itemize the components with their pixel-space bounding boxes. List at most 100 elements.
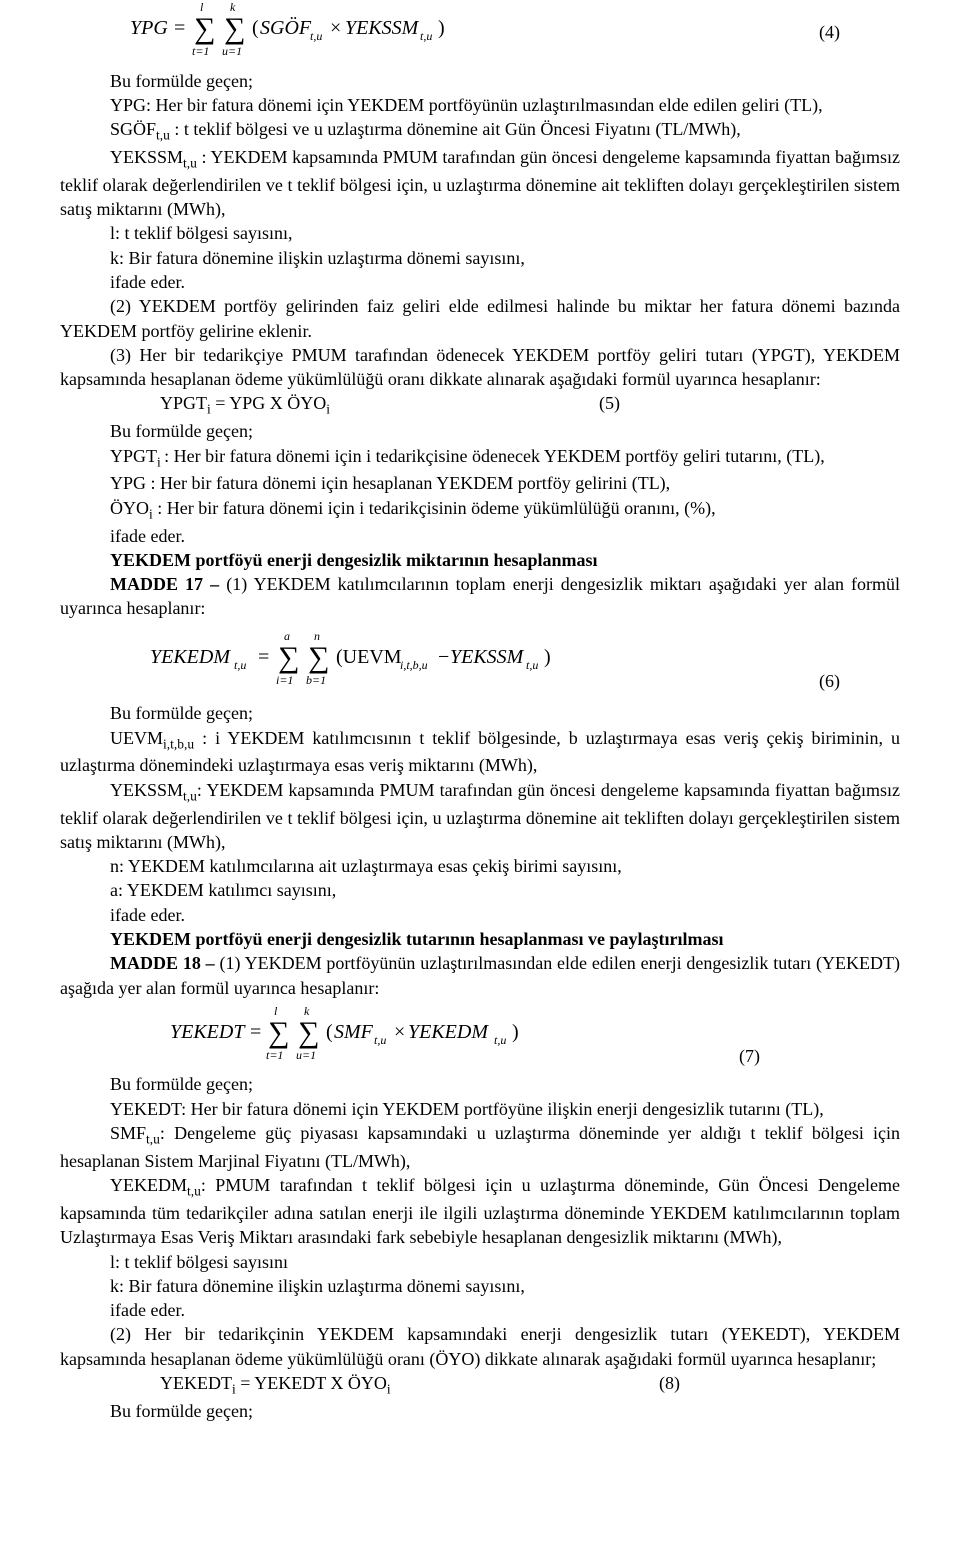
- equation-7: YEKEDT = ∑ l t=1 ∑ k u=1 ( SMF t,u × YEK…: [130, 1004, 900, 1069]
- svg-text:t=1: t=1: [266, 1048, 283, 1062]
- svg-text:b=1: b=1: [306, 673, 326, 687]
- term: SMF: [110, 1123, 146, 1143]
- svg-text:=: =: [174, 17, 185, 39]
- svg-text:k: k: [230, 0, 236, 14]
- text-line: ifade eder.: [60, 903, 900, 927]
- term: ÖYO: [110, 498, 149, 518]
- svg-text:YEKSSM: YEKSSM: [345, 17, 420, 39]
- text-line: ifade eder.: [60, 270, 900, 294]
- svg-text:YEKEDM: YEKEDM: [150, 646, 231, 668]
- svg-text:u=1: u=1: [296, 1048, 316, 1062]
- text-line: SGÖFt,u : t teklif bölgesi ve u uzlaştır…: [60, 117, 900, 145]
- subscript: i,t,b,u: [163, 736, 194, 751]
- text-line: MADDE 17 – (1) YEKDEM katılımcılarının t…: [60, 572, 900, 621]
- svg-text:): ): [438, 17, 445, 39]
- equation-7-svg: YEKEDT = ∑ l t=1 ∑ k u=1 ( SMF t,u × YEK…: [170, 1004, 570, 1069]
- madde-label: MADDE 18 –: [110, 953, 219, 973]
- svg-text:t,u: t,u: [526, 658, 538, 672]
- equation-6-number: (6): [819, 669, 900, 693]
- term: YEKEDTi = YEKEDT X ÖYOi: [110, 1371, 391, 1399]
- text-line: ÖYOi : Her bir fatura dönemi için i teda…: [60, 496, 900, 524]
- svg-text:(: (: [252, 17, 259, 39]
- text-line: Bu formülde geçen;: [60, 419, 900, 443]
- text-line: YPGTi : Her bir fatura dönemi için i ted…: [60, 444, 900, 472]
- text-line: MADDE 18 – (1) YEKDEM portföyünün uzlaşt…: [60, 951, 900, 1000]
- text-span: (3) Her bir tedarikçiye PMUM tarafından …: [60, 345, 900, 389]
- svg-text:i=1: i=1: [276, 673, 293, 687]
- svg-text:∑: ∑: [268, 1016, 289, 1049]
- subscript: t,u: [183, 788, 197, 803]
- text-line: YEKEDT: Her bir fatura dönemi için YEKDE…: [60, 1097, 900, 1121]
- svg-text:t,u: t,u: [494, 1033, 506, 1047]
- svg-text:t,u: t,u: [420, 29, 432, 43]
- text-span: : Dengeleme güç piyasası kapsamındaki u …: [60, 1123, 900, 1171]
- text-span: : Her bir fatura dönemi için i tedarikçi…: [164, 446, 825, 466]
- page: YPG = ∑ l t=1 ∑ k u=1 ( SGÖF t,u × YEKSS…: [0, 0, 960, 1543]
- svg-text:=: =: [258, 646, 269, 668]
- svg-text:t=1: t=1: [192, 44, 209, 58]
- svg-text:u=1: u=1: [222, 44, 242, 58]
- svg-text:×: ×: [394, 1021, 405, 1043]
- svg-text:(UEVM: (UEVM: [336, 646, 402, 668]
- equation-5-number: (5): [549, 391, 900, 419]
- text-line: (2) YEKDEM portföy gelirinden faiz gelir…: [60, 294, 900, 343]
- svg-text:a: a: [284, 629, 290, 643]
- text-line: n: YEKDEM katılımcılarına ait uzlaştırma…: [60, 854, 900, 878]
- svg-text:×: ×: [330, 17, 341, 39]
- text-line: (2) Her bir tedarikçinin YEKDEM kapsamın…: [60, 1322, 900, 1371]
- term: SGÖF: [110, 119, 156, 139]
- svg-text:i,t,b,u: i,t,b,u: [400, 658, 428, 672]
- equation-6-svg: YEKEDM t,u = ∑ a i=1 ∑ n b=1 (UEVM i,t,b…: [150, 629, 570, 694]
- equation-6: YEKEDM t,u = ∑ a i=1 ∑ n b=1 (UEVM i,t,b…: [130, 629, 900, 694]
- text-span: : YEKDEM kapsamında PMUM tarafından gün …: [197, 147, 830, 167]
- text-line: YPG: Her bir fatura dönemi için YEKDEM p…: [60, 93, 900, 117]
- svg-text:∑: ∑: [194, 12, 215, 45]
- subscript: t,u: [183, 156, 197, 171]
- svg-text:∑: ∑: [298, 1016, 319, 1049]
- svg-text:): ): [512, 1021, 519, 1043]
- text-line: k: Bir fatura dönemine ilişkin uzlaştırm…: [60, 246, 900, 270]
- text-line: Bu formülde geçen;: [60, 701, 900, 725]
- svg-text:(: (: [326, 1021, 333, 1043]
- svg-text:SMF: SMF: [334, 1021, 374, 1043]
- svg-text:∑: ∑: [278, 641, 299, 674]
- equation-8-number: (8): [609, 1371, 900, 1399]
- text-line: YEKSSMt,u : YEKDEM kapsamında PMUM taraf…: [60, 145, 900, 221]
- text-span: (2) YEKDEM portföy gelirinden faiz gelir…: [60, 296, 900, 340]
- equation-8: YEKEDTi = YEKEDT X ÖYOi (8): [60, 1371, 900, 1399]
- text-line: (3) Her bir tedarikçiye PMUM tarafından …: [60, 343, 900, 392]
- svg-text:∑: ∑: [308, 641, 329, 674]
- term: YEKEDM: [110, 1175, 187, 1195]
- text-line: UEVMi,t,b,u : i YEKDEM katılımcısının t …: [60, 726, 900, 778]
- svg-text:SGÖF: SGÖF: [260, 16, 312, 39]
- text-line: a: YEKDEM katılımcı sayısını,: [60, 878, 900, 902]
- svg-text:YEKEDT: YEKEDT: [170, 1021, 246, 1043]
- svg-text:t,u: t,u: [374, 1033, 386, 1047]
- term: YPGT: [110, 446, 157, 466]
- term: YEKSSM: [110, 147, 183, 167]
- madde-label: MADDE 17 –: [110, 574, 226, 594]
- equation-4-svg: YPG = ∑ l t=1 ∑ k u=1 ( SGÖF t,u × YEKSS…: [130, 0, 480, 65]
- svg-text:=: =: [250, 1021, 261, 1043]
- equation-7-number: (7): [739, 1044, 900, 1068]
- svg-text:k: k: [304, 1004, 310, 1018]
- svg-text:YEKSSM: YEKSSM: [450, 646, 525, 668]
- heading: YEKDEM portföyü enerji dengesizlik mikta…: [60, 548, 900, 572]
- term: YPGTi = YPG X ÖYOi: [110, 391, 330, 419]
- text-line: Bu formülde geçen;: [60, 69, 900, 93]
- svg-text:): ): [544, 646, 551, 668]
- svg-text:∑: ∑: [224, 12, 245, 45]
- text-line: Bu formülde geçen;: [60, 1399, 900, 1423]
- text-line: l: t teklif bölgesi sayısını: [60, 1250, 900, 1274]
- text-span: : t teklif bölgesi ve u uzlaştırma dönem…: [170, 119, 741, 139]
- text-line: ifade eder.: [60, 524, 900, 548]
- text-line: SMFt,u: Dengeleme güç piyasası kapsamınd…: [60, 1121, 900, 1173]
- subscript: t,u: [146, 1132, 160, 1147]
- text-span: (2) Her bir tedarikçinin YEKDEM kapsamın…: [60, 1324, 900, 1368]
- svg-text:t,u: t,u: [310, 29, 322, 43]
- text-line: k: Bir fatura dönemine ilişkin uzlaştırm…: [60, 1274, 900, 1298]
- text-span: : i YEKDEM katılımcısının t teklif bölge…: [60, 728, 900, 776]
- subscript: t,u: [156, 128, 170, 143]
- text-line: YPG : Her bir fatura dönemi için hesapla…: [60, 471, 900, 495]
- text-line: YEKSSMt,u: YEKDEM kapsamında PMUM tarafı…: [60, 778, 900, 854]
